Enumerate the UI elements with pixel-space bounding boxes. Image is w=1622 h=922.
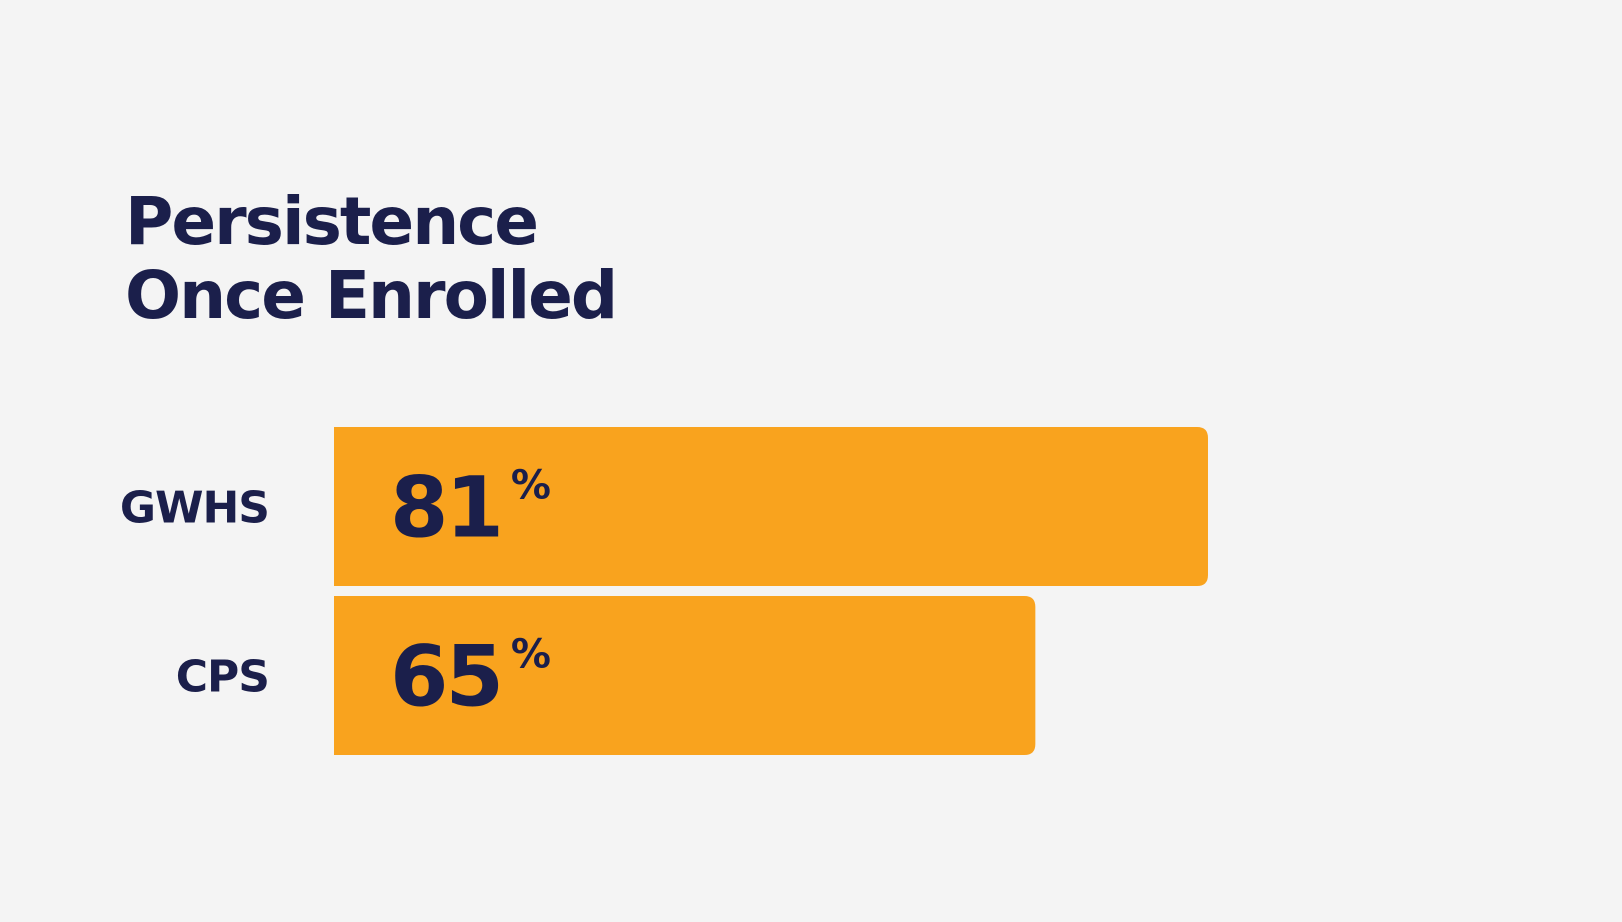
value-label: 65% bbox=[390, 628, 551, 726]
category-label: CPS bbox=[176, 652, 269, 703]
bar bbox=[334, 596, 1036, 755]
chart-title: Persistence bbox=[125, 183, 537, 260]
bar bbox=[334, 427, 1208, 586]
chart-title: Once Enrolled bbox=[125, 257, 616, 334]
category-label: GWHS bbox=[120, 483, 269, 534]
value-label: 81% bbox=[390, 459, 551, 557]
